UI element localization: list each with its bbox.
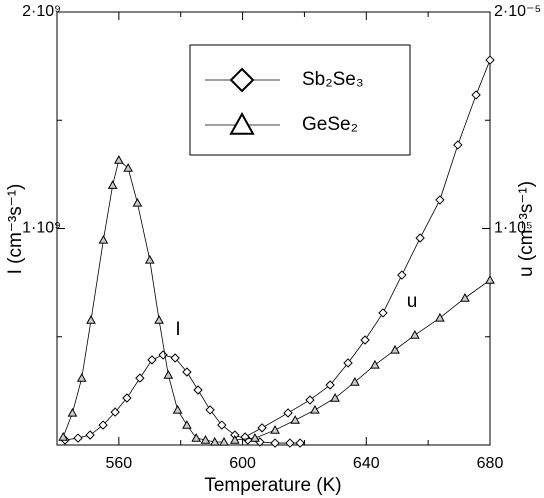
marker (349, 376, 360, 386)
x-tick-label: 560 (106, 455, 133, 472)
marker (330, 392, 340, 402)
marker (85, 430, 95, 440)
marker (485, 274, 495, 284)
marker (144, 254, 155, 264)
marker (283, 408, 293, 418)
marker (378, 308, 388, 318)
x-axis-title: Temperature (K) (204, 475, 341, 496)
legend-marker (229, 67, 255, 93)
marker (107, 180, 118, 189)
marker (435, 312, 445, 322)
marker (219, 436, 229, 446)
marker (110, 407, 120, 417)
marker (67, 407, 78, 417)
marker (270, 425, 280, 434)
series-line (234, 279, 491, 441)
x-tick-label: 600 (229, 455, 256, 472)
marker (325, 380, 335, 390)
marker (257, 423, 267, 433)
legend-label: Sb₂Se₃ (302, 69, 364, 90)
marker (415, 233, 425, 243)
marker (132, 197, 143, 207)
marker (285, 438, 295, 448)
series-line (62, 159, 225, 443)
marker (122, 393, 132, 403)
marker (191, 433, 202, 442)
x-tick-label: 640 (353, 455, 380, 472)
marker (58, 431, 69, 441)
y-tick-label: 1·10⁹ (22, 220, 61, 237)
marker (182, 420, 192, 429)
marker (76, 373, 87, 382)
marker (98, 420, 108, 430)
series-line (244, 59, 491, 438)
marker (290, 415, 300, 424)
marker (86, 315, 96, 324)
marker (485, 55, 495, 65)
marker (305, 395, 315, 405)
legend-label: GeSe₂ (302, 114, 358, 135)
annotation: I (175, 319, 180, 340)
marker (154, 315, 164, 324)
marker (250, 433, 260, 442)
marker (343, 358, 353, 368)
y2-axis-title: u (cm⁻³s⁻¹) (516, 181, 537, 277)
marker (270, 438, 280, 448)
marker (170, 353, 180, 363)
y-axis-title: I (cm⁻³s⁻¹) (5, 184, 26, 275)
marker (172, 404, 183, 414)
marker (98, 234, 109, 244)
marker (397, 270, 407, 280)
marker (135, 373, 145, 383)
marker (360, 335, 370, 345)
marker (435, 195, 445, 205)
marker (205, 405, 215, 415)
y-tick-label: 1·10⁵ (494, 220, 533, 237)
marker (123, 163, 133, 172)
marker (240, 432, 250, 442)
marker (114, 155, 124, 164)
marker (200, 434, 211, 444)
marker (453, 140, 463, 150)
marker (310, 404, 320, 414)
marker (229, 434, 240, 444)
marker (163, 370, 174, 379)
marker (73, 433, 83, 443)
marker (409, 329, 420, 339)
marker (193, 385, 203, 395)
series-line (64, 354, 301, 444)
marker (295, 438, 305, 448)
marker (460, 292, 470, 302)
x-tick-label: 680 (477, 455, 504, 472)
legend-box (189, 44, 411, 156)
marker (158, 350, 168, 360)
marker (390, 344, 400, 354)
marker (370, 359, 380, 369)
marker (147, 355, 157, 365)
y-tick-label: 2·10⁻⁵ (494, 3, 541, 20)
annotation: u (407, 291, 418, 312)
y-tick-label: 2·10⁹ (22, 3, 61, 20)
marker (217, 420, 227, 430)
marker (471, 90, 481, 100)
marker (182, 367, 192, 377)
marker (209, 436, 220, 446)
legend-marker (229, 111, 255, 135)
